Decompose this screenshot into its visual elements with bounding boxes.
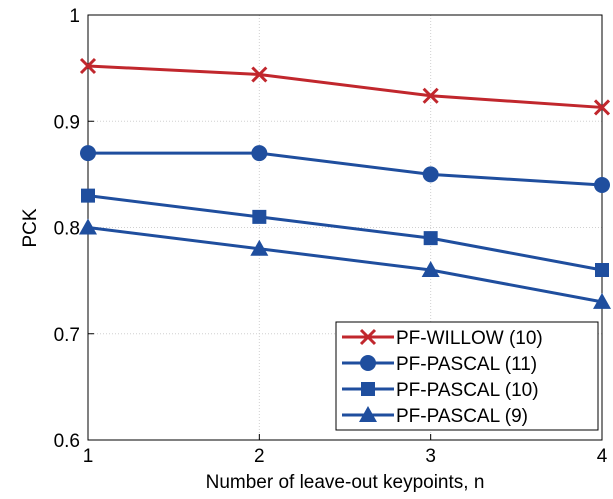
y-tick-label: 0.8 bbox=[54, 219, 80, 240]
x-axis-label: Number of leave-out keypoints, n bbox=[206, 472, 485, 493]
legend-label: PF-PASCAL (11) bbox=[396, 354, 537, 375]
marker bbox=[595, 263, 609, 277]
line bbox=[87, 194, 603, 272]
marker bbox=[594, 177, 610, 193]
y-axis-label: PCK bbox=[20, 208, 41, 247]
marker bbox=[423, 231, 438, 246]
legend-label: PF-PASCAL (10) bbox=[396, 380, 539, 401]
x-tick-label: 1 bbox=[83, 446, 94, 467]
marker bbox=[421, 261, 440, 277]
marker bbox=[81, 188, 95, 203]
line bbox=[87, 64, 603, 109]
marker bbox=[251, 145, 268, 162]
marker bbox=[593, 99, 611, 116]
line bbox=[88, 151, 603, 187]
y-tick-label: 1 bbox=[69, 6, 80, 27]
marker bbox=[422, 87, 439, 104]
y-tick-label: 0.6 bbox=[54, 431, 80, 452]
marker bbox=[79, 57, 97, 75]
legend-label: PF-WILLOW (10) bbox=[396, 328, 543, 349]
x-tick-label: 2 bbox=[254, 446, 265, 467]
x-tick-label: 3 bbox=[425, 446, 436, 467]
marker bbox=[79, 218, 97, 235]
line bbox=[87, 226, 603, 304]
marker bbox=[80, 145, 96, 162]
legend-label: PF-PASCAL (9) bbox=[396, 406, 528, 427]
y-tick-label: 0.7 bbox=[54, 325, 80, 346]
y-tick-label: 0.9 bbox=[54, 112, 80, 133]
legend-marker bbox=[359, 406, 377, 422]
legend-marker bbox=[359, 328, 377, 346]
x-tick-label: 4 bbox=[597, 446, 608, 467]
legend-marker bbox=[361, 382, 375, 396]
marker bbox=[422, 166, 439, 183]
legend-marker bbox=[360, 355, 376, 371]
legend-box bbox=[335, 321, 599, 431]
marker bbox=[593, 292, 611, 309]
marker bbox=[251, 66, 268, 83]
marker bbox=[250, 239, 269, 256]
marker bbox=[252, 209, 267, 224]
